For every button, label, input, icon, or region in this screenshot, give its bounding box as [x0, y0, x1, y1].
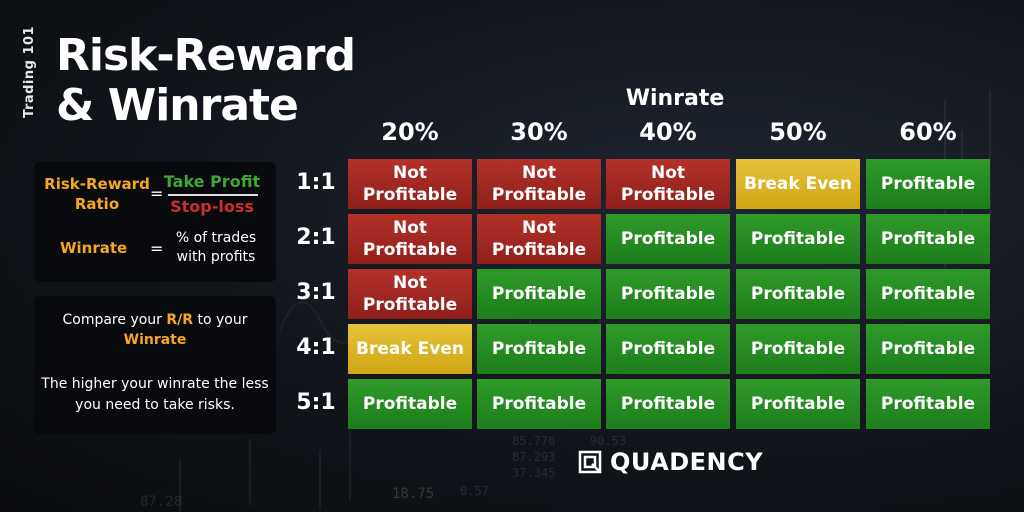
row-header-risk-reward: 1:1: [296, 170, 336, 195]
outcome-cell: Profitable: [477, 269, 601, 319]
outcome-cell: Profitable: [606, 379, 730, 429]
background-number: 90.53: [590, 434, 627, 448]
background-number: 87.293: [512, 450, 556, 464]
equals-sign: =: [150, 239, 164, 258]
background-number: 37.345: [512, 466, 556, 480]
outcome-cell: Profitable: [866, 159, 990, 209]
background-number: 85.776: [512, 434, 556, 448]
outcome-cell: Profitable: [866, 269, 990, 319]
row-header-risk-reward: 2:1: [296, 225, 336, 250]
column-header-winrate: 60%: [899, 118, 957, 146]
outcome-cell: Profitable: [736, 214, 860, 264]
column-header-winrate: 20%: [381, 118, 439, 146]
brand-name: QUADENCY: [610, 448, 764, 476]
outcome-cell: Profitable: [866, 324, 990, 374]
row-header-risk-reward: 3:1: [296, 280, 336, 305]
outcome-cell: Not Profitable: [348, 269, 472, 319]
equals-sign: =: [150, 184, 164, 203]
advice-box: Compare your R/R to your Winrate The hig…: [34, 296, 276, 434]
outcome-cell: Profitable: [606, 214, 730, 264]
outcome-cell: Profitable: [606, 324, 730, 374]
row-header-risk-reward: 4:1: [296, 335, 336, 360]
background-number: 18.75: [392, 486, 435, 502]
outcome-cell: Profitable: [606, 269, 730, 319]
compare-text-part: Compare your: [62, 312, 167, 328]
page-title-line1: Risk-Reward: [56, 30, 356, 81]
risk-reward-label: Risk-Reward Ratio: [44, 175, 150, 213]
outcome-cell: Profitable: [866, 214, 990, 264]
outcome-cell: Break Even: [348, 324, 472, 374]
column-header-winrate: 50%: [769, 118, 827, 146]
outcome-cell: Profitable: [866, 379, 990, 429]
background-number: 87.28: [140, 494, 183, 510]
outcome-cell: Profitable: [348, 379, 472, 429]
outcome-cell: Not Profitable: [606, 159, 730, 209]
page-title-line2: & Winrate: [56, 80, 299, 131]
compare-text: Compare your R/R to your Winrate: [34, 310, 276, 350]
compare-text-part: to your: [193, 312, 248, 328]
outcome-cell: Profitable: [736, 324, 860, 374]
higher-winrate-text: The higher your winrate the less you nee…: [41, 376, 269, 413]
background-number: 0.57: [460, 484, 489, 498]
outcome-cell: Profitable: [477, 324, 601, 374]
outcome-cell: Profitable: [736, 379, 860, 429]
outcome-cell: Not Profitable: [348, 159, 472, 209]
quadency-logo-icon: [578, 450, 602, 474]
winrate-axis-label: Winrate: [625, 86, 725, 111]
winrate-definition: % of trades with profits: [175, 230, 257, 265]
rr-highlight: R/R: [166, 312, 194, 328]
outcome-cell: Not Profitable: [348, 214, 472, 264]
outcome-cell: Not Profitable: [477, 214, 601, 264]
fraction-line: [168, 194, 258, 196]
winrate-highlight: Winrate: [123, 332, 187, 348]
winrate-label: Winrate: [60, 239, 128, 257]
stop-loss-label: Stop-loss: [170, 197, 254, 216]
quadency-brand: QUADENCY: [578, 448, 763, 476]
trading-101-tag: Trading 101: [22, 25, 37, 118]
definitions-box: Risk-Reward Ratio = Take Profit Stop-los…: [34, 162, 276, 282]
column-header-winrate: 30%: [510, 118, 568, 146]
row-header-risk-reward: 5:1: [296, 390, 336, 415]
outcome-cell: Break Even: [736, 159, 860, 209]
take-profit-label: Take Profit: [163, 172, 261, 191]
outcome-cell: Profitable: [736, 269, 860, 319]
outcome-cell: Not Profitable: [477, 159, 601, 209]
outcome-cell: Profitable: [477, 379, 601, 429]
column-header-winrate: 40%: [639, 118, 697, 146]
